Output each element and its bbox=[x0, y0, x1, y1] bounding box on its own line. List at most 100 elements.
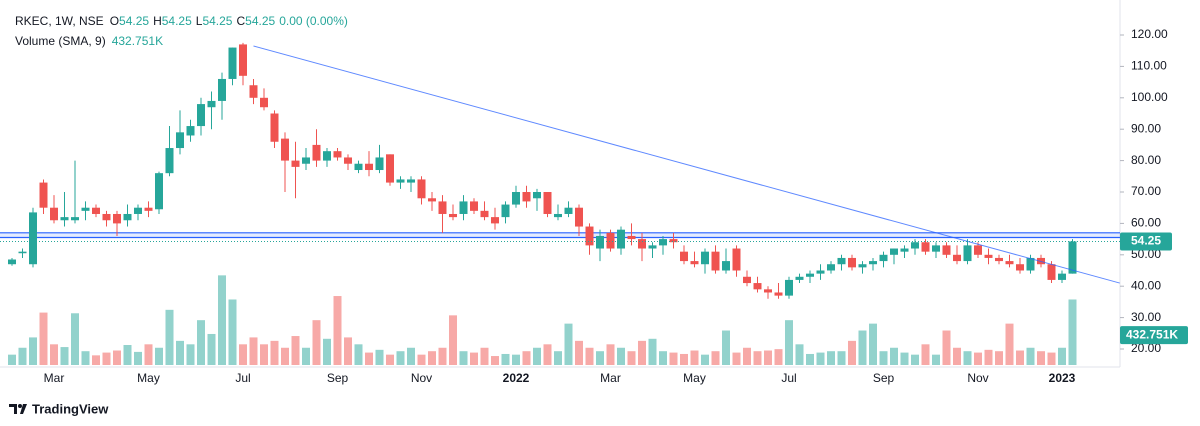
candle-body bbox=[239, 44, 247, 76]
x-tick-label: Jul bbox=[235, 371, 250, 385]
ohlc-key: O bbox=[110, 14, 119, 28]
volume-bar bbox=[1037, 351, 1045, 365]
candle-body bbox=[900, 248, 909, 252]
volume-bar bbox=[323, 338, 331, 365]
volume-bar bbox=[260, 344, 268, 365]
candle-body bbox=[176, 132, 184, 149]
candle-body bbox=[932, 245, 940, 252]
volume-bar bbox=[680, 353, 688, 365]
volume-bar bbox=[8, 354, 16, 365]
candle-body bbox=[270, 113, 279, 142]
volume-bar bbox=[438, 347, 447, 365]
y-tick-label: 40.00 bbox=[1131, 278, 1161, 292]
candle-body bbox=[795, 276, 804, 280]
volume-bar bbox=[638, 340, 646, 365]
volume-bar bbox=[81, 351, 90, 365]
brand: TradingView bbox=[32, 401, 109, 416]
volume-bar bbox=[585, 347, 594, 365]
volume-bar bbox=[396, 351, 405, 365]
candle-body bbox=[543, 192, 552, 214]
y-tick-label: 20.00 bbox=[1131, 341, 1161, 355]
candle-body bbox=[890, 248, 898, 255]
candle-body bbox=[480, 210, 489, 218]
x-tick-label: Sep bbox=[873, 371, 895, 385]
candle-body bbox=[743, 276, 751, 284]
candle-body bbox=[29, 212, 37, 265]
volume-bar bbox=[617, 347, 625, 365]
candle-body bbox=[627, 235, 636, 240]
volume-bar bbox=[701, 354, 709, 365]
volume-bar bbox=[50, 344, 58, 365]
candle-body bbox=[92, 207, 100, 214]
candle-body bbox=[869, 261, 877, 265]
volume-bar bbox=[375, 349, 384, 365]
volume-bar bbox=[165, 309, 174, 365]
volume-bar bbox=[302, 347, 310, 365]
candle-body bbox=[470, 201, 478, 211]
volume-bar bbox=[974, 352, 982, 365]
y-tick-label: 60.00 bbox=[1131, 216, 1161, 230]
volume-bar bbox=[144, 344, 153, 365]
candle-body bbox=[858, 264, 867, 268]
volume-sma-tag bbox=[1120, 326, 1188, 345]
x-tick-label: May bbox=[137, 371, 160, 385]
ohlc-key: L bbox=[196, 14, 203, 28]
ohlc-key: C bbox=[236, 14, 245, 28]
volume-sma-value: 432.751K bbox=[112, 34, 163, 48]
volume-bar bbox=[491, 356, 499, 365]
x-tick-label: Nov bbox=[967, 371, 988, 385]
candle-body bbox=[260, 97, 268, 108]
x-tick-label: 2022 bbox=[503, 371, 530, 385]
x-tick-label: Mar bbox=[600, 371, 621, 385]
candle-body bbox=[711, 251, 720, 271]
candle-body bbox=[291, 160, 300, 167]
candle-body bbox=[690, 261, 699, 265]
volume-bar bbox=[575, 340, 583, 365]
candle-body bbox=[764, 289, 772, 293]
candle-body bbox=[1016, 264, 1024, 271]
candle-body bbox=[144, 207, 153, 211]
volume-bar bbox=[291, 336, 300, 365]
volume-bar bbox=[963, 351, 972, 365]
candle-body bbox=[827, 264, 835, 271]
y-tick-label: 80.00 bbox=[1131, 153, 1161, 167]
x-tick-label: Mar bbox=[44, 371, 65, 385]
volume-bar bbox=[669, 352, 678, 365]
volume-bar bbox=[711, 351, 720, 365]
candle-body bbox=[732, 248, 741, 271]
candle-body bbox=[606, 232, 615, 249]
candle-body bbox=[134, 207, 142, 214]
candle-body bbox=[984, 254, 993, 258]
candle-body bbox=[1047, 264, 1056, 280]
candle-body bbox=[816, 270, 825, 274]
volume-bar bbox=[1016, 350, 1024, 365]
change: 0.00 (0.00%) bbox=[279, 14, 348, 28]
y-tick-label: 30.00 bbox=[1131, 310, 1161, 324]
volume-bar bbox=[480, 347, 489, 365]
ohlc-key: H bbox=[153, 14, 162, 28]
volume-bar bbox=[354, 344, 363, 365]
volume-bar bbox=[428, 351, 436, 365]
volume-bar bbox=[407, 347, 415, 365]
candle-body bbox=[806, 273, 814, 277]
candle-body bbox=[596, 235, 604, 249]
candle-body bbox=[113, 213, 121, 224]
brand-logo bbox=[9, 404, 27, 414]
volume-bar bbox=[1005, 323, 1014, 365]
volume-bar bbox=[606, 344, 615, 365]
volume-legend: Volume (SMA, 9) bbox=[15, 34, 106, 48]
volume-bar bbox=[176, 340, 184, 365]
candle-body bbox=[585, 226, 594, 246]
volume-bar bbox=[186, 344, 195, 365]
volume-bar bbox=[785, 320, 793, 365]
volume-bar bbox=[512, 354, 520, 365]
candle-body bbox=[60, 217, 69, 221]
volume-bar bbox=[71, 313, 79, 365]
candle-body bbox=[197, 104, 205, 127]
x-tick-label: Sep bbox=[327, 371, 349, 385]
candle-body bbox=[491, 217, 499, 224]
volume-bar bbox=[543, 344, 552, 365]
candle-body bbox=[963, 245, 972, 262]
volume-bar bbox=[207, 333, 216, 365]
volume-bar bbox=[554, 351, 562, 365]
